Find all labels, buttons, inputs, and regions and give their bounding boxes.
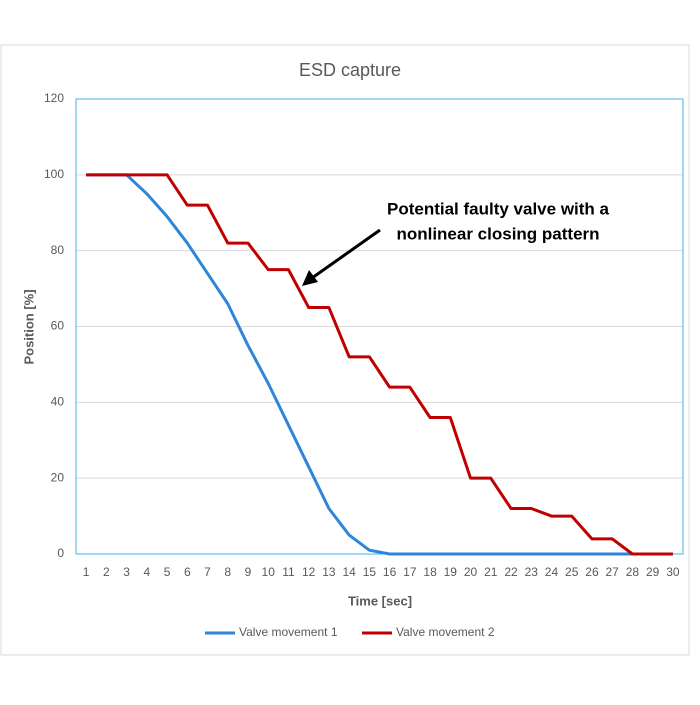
x-tick-label: 15 (363, 565, 377, 579)
x-tick-label: 11 (282, 565, 295, 579)
x-tick-label: 21 (484, 565, 498, 579)
y-axis-label: Position [%] (21, 289, 36, 364)
x-tick-label: 6 (184, 565, 191, 579)
x-tick-label: 24 (545, 565, 559, 579)
y-tick-label: 20 (51, 470, 65, 484)
x-tick-label: 27 (606, 565, 620, 579)
annotation-arrow (311, 228, 381, 280)
chart-title: ESD capture (299, 60, 401, 80)
x-tick-label: 8 (224, 565, 231, 579)
y-tick-label: 100 (44, 167, 64, 181)
x-tick-label: 5 (164, 565, 171, 579)
arrow-head (302, 270, 318, 286)
x-tick-label: 29 (646, 565, 660, 579)
x-tick-label: 23 (525, 565, 539, 579)
x-tick-label: 10 (262, 565, 276, 579)
x-tick-label: 13 (322, 565, 336, 579)
x-axis-label: Time [sec] (348, 593, 412, 608)
x-tick-label: 14 (342, 565, 356, 579)
x-tick-label: 16 (383, 565, 397, 579)
legend-label: Valve movement 1 (239, 625, 338, 639)
x-tick-label: 2 (103, 565, 110, 579)
y-tick-label: 80 (51, 243, 65, 257)
x-tick-label: 25 (565, 565, 579, 579)
line-series (86, 173, 673, 556)
x-tick-label: 17 (403, 565, 417, 579)
y-tick-label: 0 (57, 546, 64, 560)
annotation: Potential faulty valve with a (387, 199, 610, 218)
x-tick-label: 22 (504, 565, 518, 579)
x-tick-label: 28 (626, 565, 640, 579)
line-series (86, 173, 673, 556)
y-tick-label: 120 (44, 91, 64, 105)
x-tick-label: 12 (302, 565, 316, 579)
x-tick-label: 9 (245, 565, 252, 579)
annotation: nonlinear closing pattern (396, 224, 599, 243)
x-tick-label: 4 (143, 565, 150, 579)
x-tick-label: 26 (585, 565, 599, 579)
x-tick-label: 1 (83, 565, 90, 579)
x-tick-label: 20 (464, 565, 478, 579)
x-tick-label: 3 (123, 565, 130, 579)
x-tick-label: 30 (666, 565, 680, 579)
x-tick-label: 19 (444, 565, 458, 579)
y-tick-label: 60 (51, 319, 65, 333)
x-tick-label: 7 (204, 565, 211, 579)
plot-border (75, 98, 684, 555)
legend-label: Valve movement 2 (396, 625, 495, 639)
marks (86, 173, 673, 556)
y-tick-label: 40 (51, 395, 65, 409)
x-tick-label: 18 (423, 565, 437, 579)
